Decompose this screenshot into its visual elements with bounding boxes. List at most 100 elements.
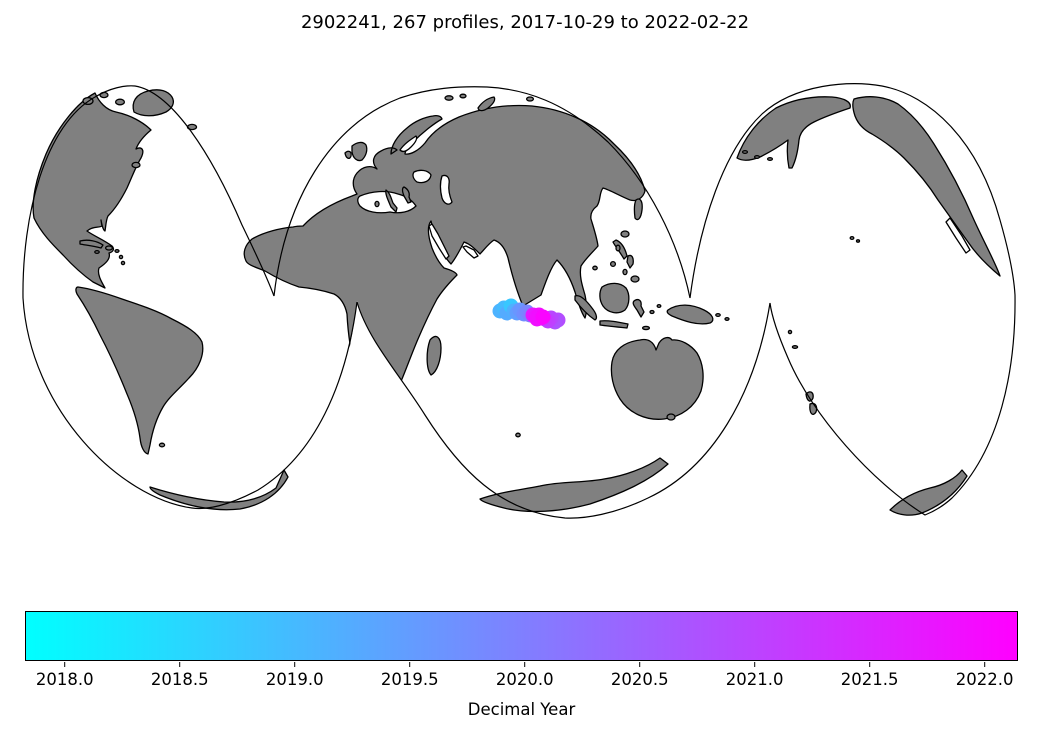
colorbar-tick — [178, 662, 181, 667]
colorbar-tick-label: 2021.5 — [840, 670, 899, 689]
lobe3-south-edge — [769, 294, 1016, 516]
alaska-north-america-west — [852, 96, 1001, 277]
colorbar-tick-label: 2021.0 — [725, 670, 784, 689]
lobe1-south-edge — [22, 297, 358, 510]
ireland — [344, 150, 352, 160]
hispaniola — [104, 245, 114, 251]
colorbar-tick-label: 2018.5 — [150, 670, 209, 689]
continent-australia — [610, 336, 704, 420]
persian-gulf — [462, 245, 479, 259]
falkland-islands — [158, 442, 166, 448]
colorbar-tick — [983, 662, 986, 667]
moluccas — [649, 309, 655, 315]
continent-north-america — [32, 92, 152, 289]
colorbar-tick — [753, 662, 756, 667]
caspian-sea — [439, 174, 453, 205]
colorbar-tick-label: 2019.0 — [265, 670, 324, 689]
greece — [401, 186, 412, 204]
continent-south-america — [75, 286, 204, 455]
kerguelen — [515, 432, 521, 438]
gulf-of-california — [945, 217, 971, 254]
hainan — [592, 265, 598, 271]
sardinia — [374, 200, 380, 208]
world-map-svg — [22, 83, 1016, 519]
caribbean-island — [118, 254, 124, 260]
newfoundland — [131, 161, 141, 169]
colorbar-tick-label: 2022.0 — [955, 670, 1014, 689]
profile-scatter-points — [492, 298, 566, 330]
continents — [32, 89, 1001, 516]
mediterranean-sea — [357, 190, 417, 214]
great-britain — [351, 141, 368, 162]
hokkaido — [620, 230, 630, 238]
interruption-wedge-south-atlantic — [318, 301, 437, 448]
hawaii — [855, 239, 861, 243]
lobe3-north-edge — [689, 83, 1016, 299]
colorbar-gradient — [25, 611, 1018, 661]
lobe2-south-edge — [356, 301, 771, 519]
sulawesi — [632, 299, 645, 318]
italy — [385, 189, 398, 213]
aleutian-island — [766, 157, 774, 161]
caribbean-island — [120, 260, 126, 266]
colorbar-tick — [408, 662, 411, 667]
severnaya-zemlya — [525, 96, 535, 102]
colorbar-tick — [523, 662, 526, 667]
colorbar-tick — [293, 662, 296, 667]
profile-dot — [535, 309, 551, 325]
caribbean-island — [114, 249, 120, 253]
sakhalin — [633, 198, 643, 221]
mindanao — [630, 275, 640, 283]
new-zealand-south — [809, 402, 818, 415]
black-sea — [412, 169, 432, 184]
colorbar-ticks — [25, 661, 1018, 667]
moluccas — [656, 303, 662, 309]
madagascar — [426, 335, 442, 376]
antarctica-lobe1 — [149, 469, 289, 511]
solomon-island — [724, 317, 730, 321]
colorbar-tick-label: 2020.5 — [610, 670, 669, 689]
colorbar-tick-label: 2018.0 — [35, 670, 94, 689]
timor — [641, 325, 651, 331]
antarctica-lobe3 — [889, 469, 968, 516]
novaya-zemlya — [477, 96, 496, 112]
arctic-island — [114, 98, 126, 106]
greenland — [132, 89, 174, 117]
borneo — [599, 282, 630, 314]
cuba — [79, 239, 104, 249]
new-caledonia — [791, 345, 799, 349]
colorbar-tick — [868, 662, 871, 667]
colorbar-tick-label: 2019.5 — [380, 670, 439, 689]
franz-josef-land — [459, 93, 467, 99]
kyushu — [609, 260, 617, 268]
sumatra — [574, 294, 598, 321]
colorbar-tick — [63, 662, 66, 667]
aleutian-island — [741, 150, 749, 154]
new-guinea — [666, 304, 714, 325]
siberia-chukotka — [736, 96, 851, 169]
philippine-island — [622, 268, 628, 276]
new-zealand-north — [805, 391, 814, 402]
taiwan — [615, 244, 621, 252]
antarctica-lobe2 — [479, 457, 669, 513]
luzon-philippines — [626, 254, 634, 269]
colorbar-tick — [638, 662, 641, 667]
svalbard — [444, 95, 454, 101]
plot-title: 2902241, 267 profiles, 2017-10-29 to 202… — [300, 12, 750, 33]
hawaii — [849, 235, 855, 241]
solomon-island — [715, 312, 721, 318]
colorbar-tick-labels: 2018.0 2018.5 2019.0 2019.5 2020.0 2020.5 2021… — [25, 670, 1018, 690]
tasmania — [666, 413, 676, 421]
aleutian-island — [753, 155, 761, 159]
map-lobe-outlines — [22, 83, 1016, 519]
colorbar-tick-label: 2020.0 — [495, 670, 554, 689]
red-sea — [428, 223, 450, 260]
java — [599, 320, 629, 329]
caribbean-island — [94, 250, 100, 254]
colorbar-axis-label: Decimal Year — [467, 700, 576, 719]
baltic-sea — [399, 135, 418, 153]
lobe1-north-edge — [22, 85, 275, 299]
vanuatu — [787, 329, 793, 335]
lobe2-north-edge — [273, 86, 691, 299]
